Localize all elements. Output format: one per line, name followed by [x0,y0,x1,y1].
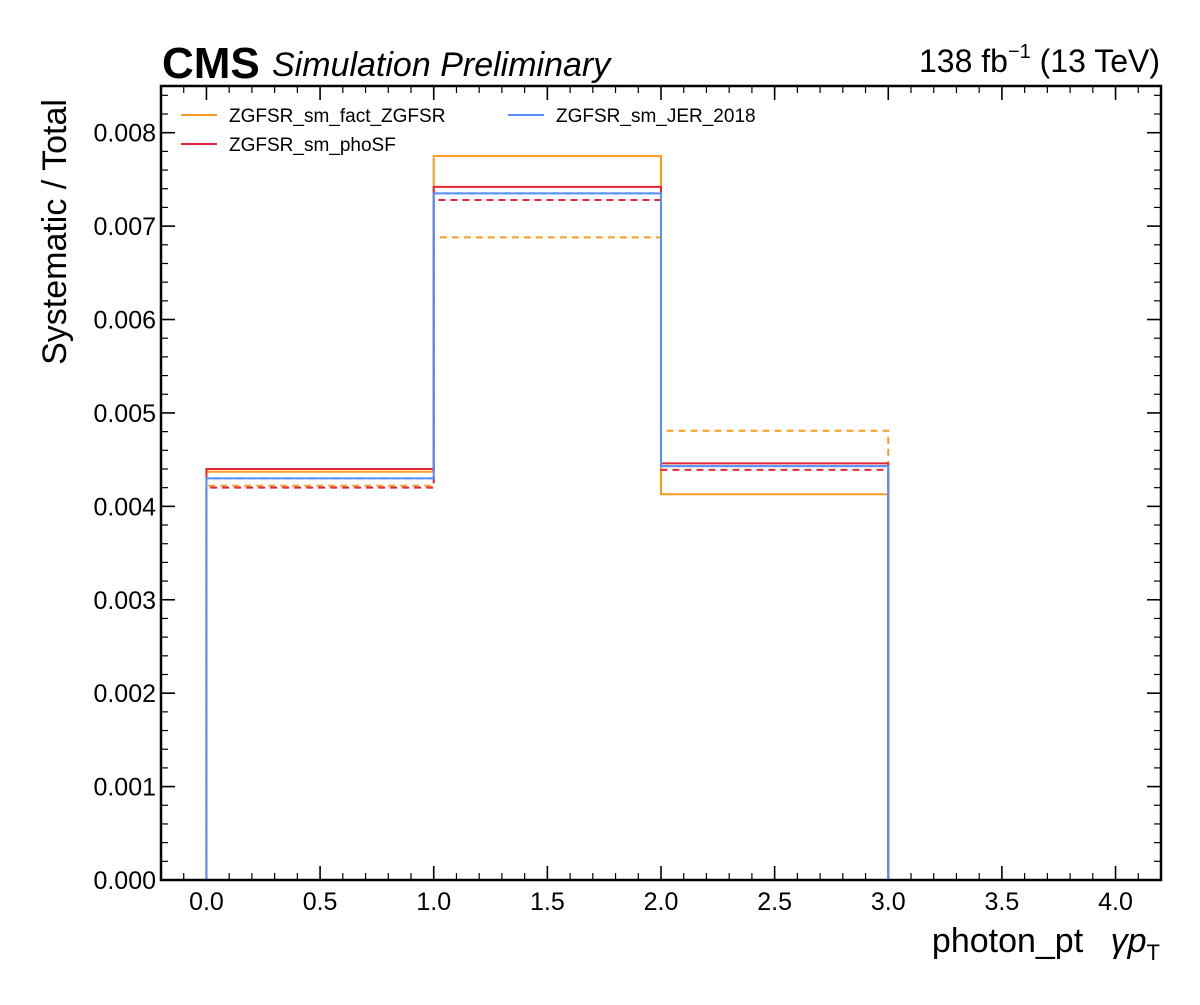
x-axis-gap [1101,922,1110,960]
status-label: Simulation Preliminary [272,46,612,84]
x-tick-label: 3.5 [985,888,1020,916]
y-tick-label: 0.003 [93,587,156,615]
x-tick-label: 0.0 [189,888,224,916]
x-tick-label: 3.0 [871,888,906,916]
plot-frame [159,84,1163,882]
x-axis-subscript: T [1147,940,1160,965]
x-axis-symbol: γp [1111,922,1147,960]
y-tick-label: 0.004 [93,493,156,521]
x-axis-variable: photon_pt [932,922,1084,960]
series-lines [205,155,890,880]
luminosity-exponent: −1 [1008,41,1031,63]
x-axis-title: photon_pt γpT [932,922,1160,965]
x-tick-label: 1.5 [530,888,565,916]
y-tick-label: 0.000 [93,867,156,895]
x-tick-label: 2.5 [757,888,792,916]
experiment-label: CMS [162,39,260,88]
series-2-up-line [205,192,890,880]
y-tick-label: 0.006 [93,307,156,335]
legend-label: ZGFSR_sm_JER_2018 [556,106,756,127]
y-tick-label: 0.005 [93,400,156,428]
legend: ZGFSR_sm_fact_ZGFSR ZGFSR_sm_phoSF ZGFSR_s… [181,106,756,156]
y-tick-label: 0.007 [93,213,156,241]
y-tick-label: 0.002 [93,680,156,708]
legend-label: ZGFSR_sm_phoSF [229,135,396,156]
series-2-down-line [205,192,890,880]
legend-label: ZGFSR_sm_fact_ZGFSR [229,106,445,127]
luminosity-label: 138 fb−1 (13 TeV) [919,41,1160,79]
y-axis-title: Systematic / Total [36,99,74,365]
luminosity-value: 138 fb [919,43,1008,79]
energy-label: (13 TeV) [1031,43,1160,79]
y-axis-ticks: 0.000 0.001 0.002 0.003 0.004 0.005 0.006 0.007… [93,94,1161,895]
x-axis-ticks: 0.0 0.5 1.0 1.5 2.0 2.5 3.0 3.5 4.0 [160,86,1162,916]
series-1-up-line [205,185,890,880]
x-tick-label: 0.5 [303,888,338,916]
series-0-up-line [205,155,890,880]
x-tick-label: 1.0 [416,888,451,916]
x-tick-label: 4.0 [1098,888,1133,916]
x-tick-label: 2.0 [644,888,679,916]
series-0-down-line [205,236,890,880]
y-tick-label: 0.001 [93,774,156,802]
y-tick-label: 0.008 [93,120,156,148]
series-1-down-line [205,198,890,880]
